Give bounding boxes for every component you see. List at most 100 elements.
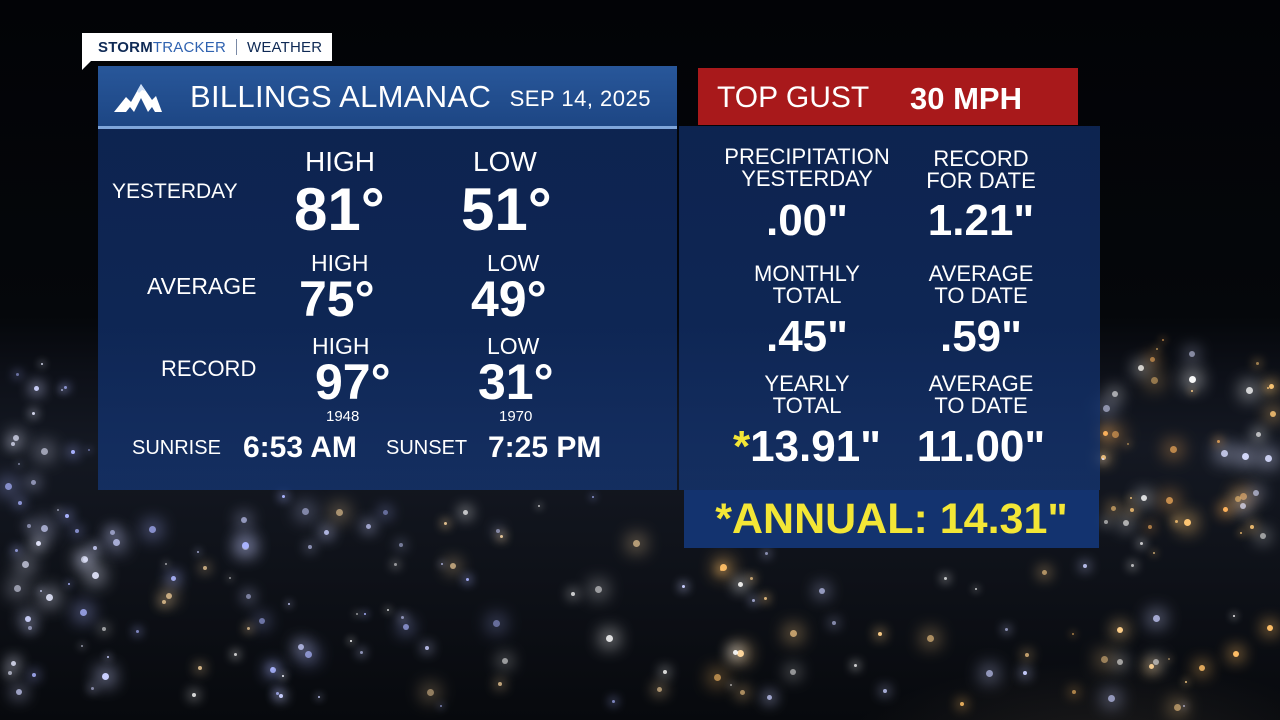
- top-gust-value: 30 MPH: [910, 81, 1022, 116]
- city-light: [1149, 663, 1155, 669]
- city-light: [1101, 655, 1109, 663]
- city-light: [7, 671, 12, 676]
- city-light: [662, 669, 667, 674]
- city-light: [40, 590, 43, 593]
- precip-yesterday-label: PRECIPITATION YESTERDAY: [724, 144, 890, 191]
- city-light: [63, 385, 67, 389]
- city-light: [1149, 357, 1155, 363]
- city-light: [1123, 519, 1130, 526]
- city-light: [40, 362, 43, 365]
- city-light: [1117, 627, 1124, 634]
- stormtracker-brand-tag: STORM TRACKER WEATHER: [82, 33, 332, 70]
- city-light: [281, 494, 285, 498]
- city-light: [1153, 614, 1161, 622]
- city-light: [101, 673, 109, 681]
- city-light: [1103, 520, 1108, 525]
- city-light: [1166, 497, 1174, 505]
- city-light: [1005, 627, 1009, 631]
- city-light: [605, 635, 613, 643]
- monthly-average-label: AVERAGE TO DATE: [928, 261, 1034, 308]
- city-light: [424, 646, 429, 650]
- city-light: [1232, 650, 1239, 657]
- city-light: [1240, 531, 1243, 534]
- city-light: [1250, 525, 1255, 530]
- city-light: [279, 693, 284, 698]
- almanac-date: SEP 14, 2025: [509, 86, 651, 111]
- city-light: [1253, 489, 1260, 496]
- city-light: [591, 496, 594, 499]
- city-light: [363, 613, 366, 616]
- city-light: [356, 612, 359, 615]
- city-light: [197, 665, 202, 670]
- city-light: [102, 626, 107, 631]
- city-light: [1185, 681, 1188, 684]
- yesterday-low-label: LOW: [473, 146, 537, 177]
- city-light: [497, 681, 502, 686]
- average-high-label: HIGH: [311, 250, 369, 276]
- city-light: [70, 449, 75, 454]
- city-light: [831, 620, 836, 625]
- city-light: [113, 539, 121, 547]
- city-light: [32, 411, 36, 415]
- city-light: [148, 525, 156, 533]
- city-light: [387, 608, 390, 611]
- city-light: [714, 673, 722, 681]
- city-light: [304, 651, 312, 659]
- city-light: [57, 509, 60, 512]
- city-light: [1217, 439, 1221, 443]
- city-light: [927, 634, 935, 642]
- city-light: [1175, 519, 1179, 523]
- city-light: [765, 552, 769, 556]
- city-light: [789, 669, 796, 676]
- city-light: [16, 689, 23, 696]
- almanac-title: BILLINGS ALMANAC: [190, 79, 492, 114]
- average-low-label: LOW: [487, 250, 540, 276]
- city-light: [298, 644, 305, 651]
- yearly-average-label: AVERAGE TO DATE: [928, 371, 1034, 418]
- sunrise-time: 6:53 AM: [243, 431, 357, 464]
- city-light: [1103, 405, 1111, 413]
- city-light: [440, 705, 443, 708]
- city-light: [1108, 694, 1116, 702]
- city-light: [1072, 633, 1075, 636]
- city-light: [537, 504, 540, 507]
- yearly-total-amount: 13.91": [750, 422, 882, 471]
- city-light: [1199, 664, 1206, 671]
- yesterday-high-label: HIGH: [305, 146, 375, 177]
- city-light: [1270, 411, 1277, 417]
- city-light: [80, 608, 88, 616]
- city-light: [1042, 570, 1048, 576]
- city-light: [18, 500, 23, 505]
- city-light: [882, 688, 887, 693]
- city-light: [729, 684, 732, 687]
- city-light: [499, 534, 503, 538]
- city-light: [1147, 524, 1152, 529]
- city-light: [40, 447, 48, 455]
- city-light: [1127, 442, 1130, 445]
- city-light: [136, 629, 140, 633]
- city-light: [495, 529, 500, 534]
- city-light: [1083, 563, 1088, 568]
- city-light: [32, 672, 37, 677]
- city-light: [1141, 495, 1148, 502]
- city-light: [75, 528, 80, 533]
- city-light: [1152, 659, 1159, 666]
- city-light: [493, 619, 501, 627]
- city-light: [233, 652, 237, 656]
- city-light: [18, 462, 21, 465]
- brand-storm: STORM: [98, 38, 153, 56]
- sunset-time: 7:25 PM: [488, 431, 602, 464]
- city-light: [269, 667, 276, 674]
- record-high-year: 1948: [326, 408, 360, 425]
- city-light: [87, 449, 90, 452]
- city-light: [1130, 497, 1133, 500]
- city-light: [107, 656, 110, 659]
- city-light: [258, 618, 265, 625]
- city-light: [1129, 508, 1134, 513]
- city-light: [165, 592, 172, 599]
- mountain-logo-icon: [114, 84, 162, 112]
- city-light: [359, 650, 363, 654]
- sunset-label: SUNSET: [386, 437, 468, 459]
- city-light: [240, 516, 247, 523]
- record-low-value: 31°: [478, 354, 554, 410]
